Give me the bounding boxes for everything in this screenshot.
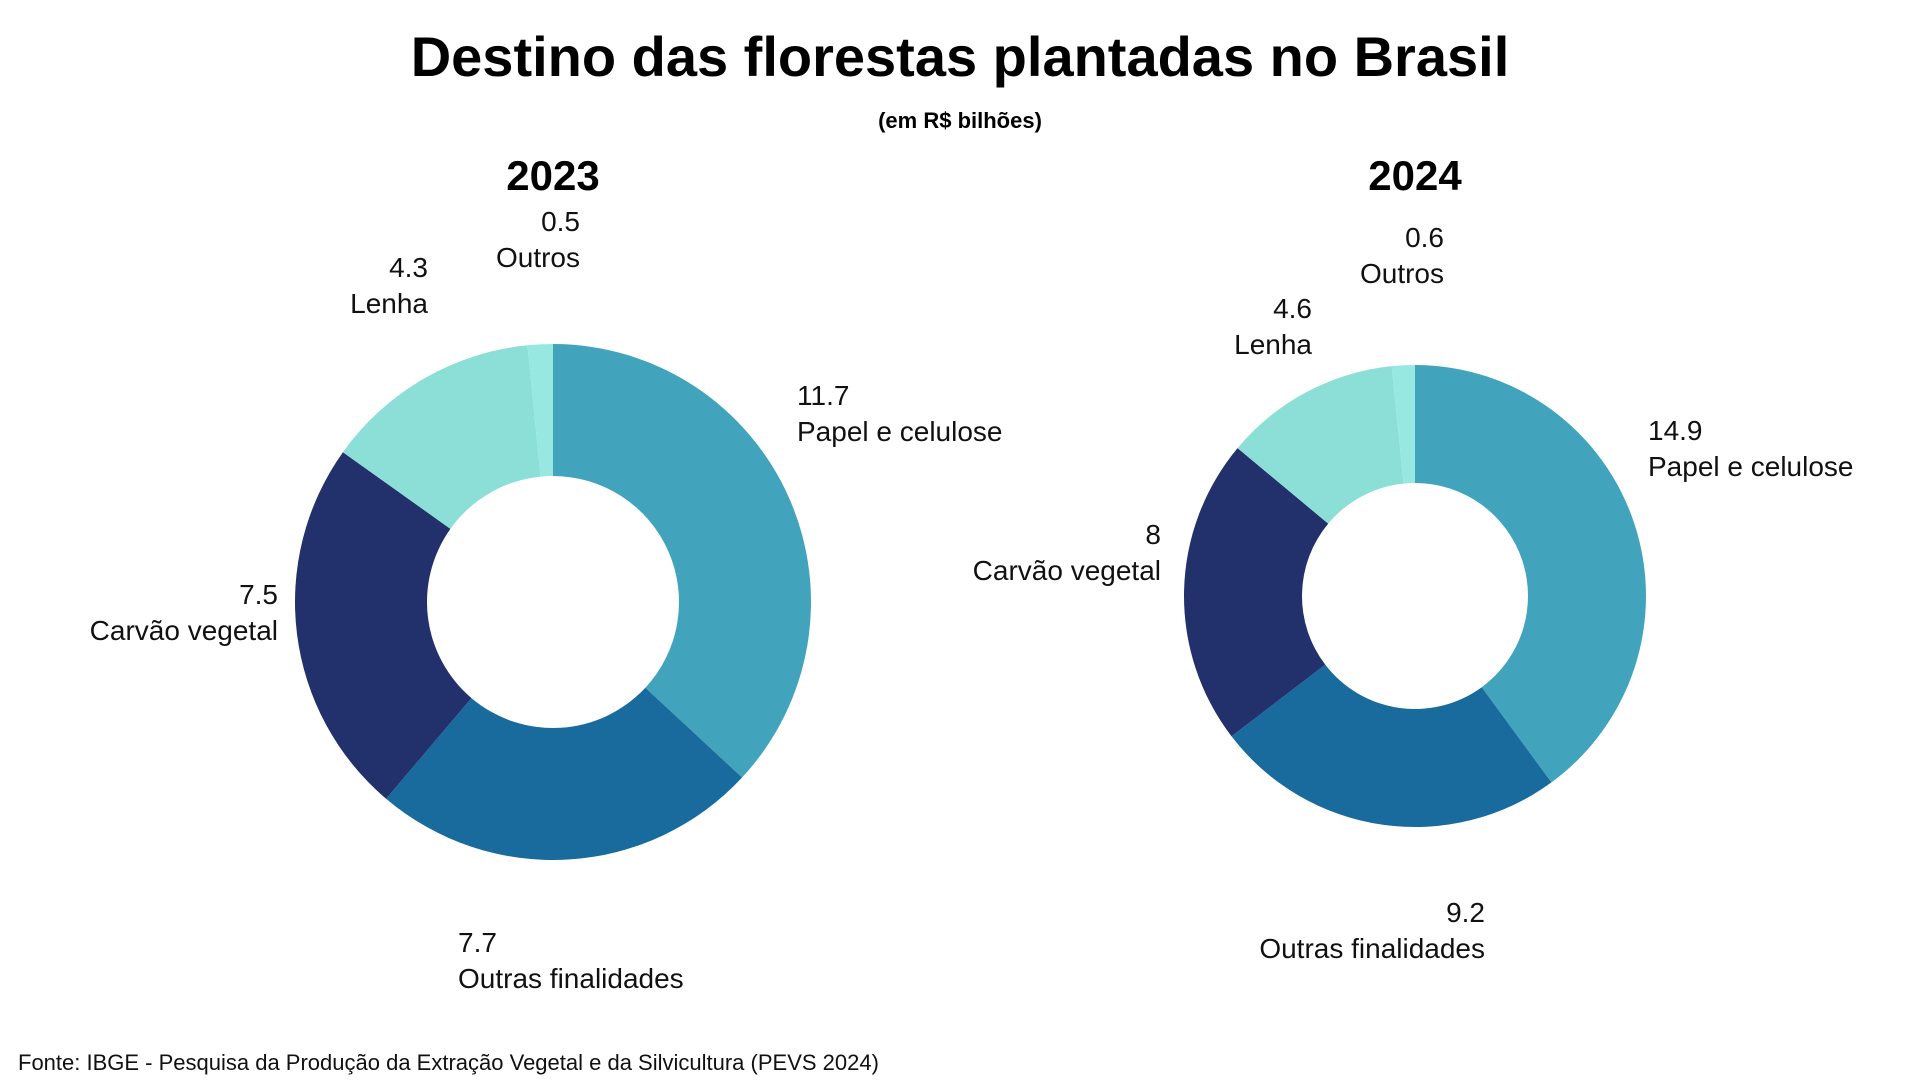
slice-2023-outros [527, 344, 553, 477]
category-label-2024-outros: Outros [1360, 258, 1444, 289]
value-label-2023-carvao-vegetal: 7.5 [239, 579, 278, 610]
slice-2024-outras-finalidades [1231, 664, 1552, 827]
value-label-2024-lenha: 4.6 [1273, 293, 1312, 324]
value-label-2024-outros: 0.6 [1405, 222, 1444, 253]
value-label-2023-lenha: 4.3 [389, 252, 428, 283]
slice-2024-lenha [1237, 366, 1404, 524]
category-label-2024-lenha: Lenha [1234, 329, 1312, 360]
donut-chart-2023: 2023 11.7 Papel e celulose 7.7 Outras final… [90, 152, 1003, 994]
slice-2024-carvao-vegetal [1183, 448, 1329, 737]
slice-2023-papel-e-celulose [553, 344, 812, 778]
slice-2024-outros [1391, 365, 1415, 484]
slice-2023-carvao-vegetal [295, 452, 472, 799]
category-label-2024-papel-e-celulose: Papel e celulose [1648, 451, 1853, 482]
category-label-2023-outros: Outros [496, 242, 580, 273]
donut-title-2024: 2024 [1368, 152, 1462, 199]
donut-chart-2024: 2024 14.9 Papel e celulose 9.2 Outras final… [973, 152, 1854, 964]
category-label-2023-papel-e-celulose: Papel e celulose [797, 416, 1002, 447]
donut-title-2023: 2023 [506, 152, 599, 199]
slice-2023-lenha [342, 345, 541, 529]
value-label-2024-papel-e-celulose: 14.9 [1648, 415, 1703, 446]
value-label-2023-outras-finalidades: 7.7 [458, 927, 497, 958]
category-label-2024-outras-finalidades: Outras finalidades [1259, 933, 1485, 964]
category-label-2023-carvao-vegetal: Carvão vegetal [90, 615, 278, 646]
category-label-2023-outras-finalidades: Outras finalidades [458, 963, 684, 994]
chart-subtitle: (em R$ bilhões) [878, 108, 1042, 133]
chart-title: Destino das florestas plantadas no Brasi… [411, 25, 1510, 88]
category-label-2023-lenha: Lenha [350, 288, 428, 319]
source-note: Fonte: IBGE - Pesquisa da Produção da Ex… [18, 1050, 879, 1075]
value-label-2024-outras-finalidades: 9.2 [1446, 897, 1485, 928]
value-label-2023-papel-e-celulose: 11.7 [797, 380, 849, 411]
value-label-2024-carvao-vegetal: 8 [1145, 519, 1161, 550]
slice-2023-outras-finalidades [386, 687, 743, 861]
category-label-2024-carvao-vegetal: Carvão vegetal [973, 555, 1161, 586]
slice-2024-papel-e-celulose [1415, 365, 1646, 783]
value-label-2023-outros: 0.5 [541, 206, 580, 237]
